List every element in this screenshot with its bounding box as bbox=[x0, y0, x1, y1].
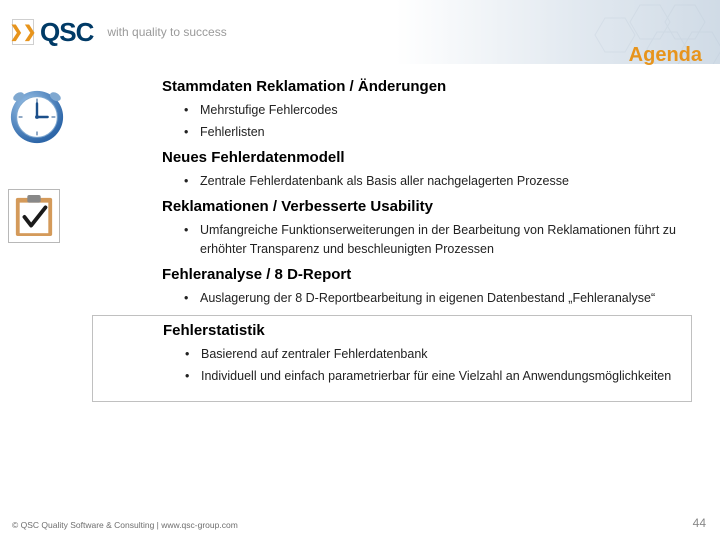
section-title-3: Fehleranalyse / 8 D-Report bbox=[162, 266, 692, 283]
clock-icon bbox=[8, 88, 66, 146]
tagline: with quality to success bbox=[107, 25, 226, 39]
list-item: Fehlerlisten bbox=[184, 123, 692, 141]
agenda-title: Agenda bbox=[629, 44, 702, 67]
section-bullets-3: Auslagerung der 8 D-Reportbearbeitung in… bbox=[184, 289, 692, 307]
list-item: Umfangreiche Funktionserweiterungen in d… bbox=[184, 221, 692, 257]
checklist-icon bbox=[8, 189, 60, 243]
section-title-1: Neues Fehlerdatenmodell bbox=[162, 149, 692, 166]
copyright: © QSC Quality Software & Consulting | ww… bbox=[12, 520, 238, 530]
list-item: Basierend auf zentraler Fehlerdatenbank bbox=[185, 345, 683, 363]
section-bullets-1: Zentrale Fehlerdatenbank als Basis aller… bbox=[184, 172, 692, 190]
section-title-4: Fehlerstatistik bbox=[163, 322, 683, 339]
highlight-box: Fehlerstatistik Basierend auf zentraler … bbox=[92, 315, 692, 402]
section-bullets-2: Umfangreiche Funktionserweiterungen in d… bbox=[184, 221, 692, 257]
logo-text: QSC bbox=[40, 17, 93, 48]
list-item: Individuell und einfach parametrierbar f… bbox=[185, 367, 683, 385]
list-item: Zentrale Fehlerdatenbank als Basis aller… bbox=[184, 172, 692, 190]
section-bullets-0: Mehrstufige Fehlercodes Fehlerlisten bbox=[184, 101, 692, 141]
icon-column bbox=[8, 78, 68, 243]
slide-footer: © QSC Quality Software & Consulting | ww… bbox=[12, 516, 706, 530]
logo: ❯❯ QSC bbox=[12, 17, 93, 48]
list-item: Mehrstufige Fehlercodes bbox=[184, 101, 692, 119]
section-bullets-4: Basierend auf zentraler Fehlerdatenbank … bbox=[185, 345, 683, 385]
page-number: 44 bbox=[693, 516, 706, 530]
logo-chevrons-icon: ❯❯ bbox=[12, 19, 34, 45]
section-title-2: Reklamationen / Verbesserte Usability bbox=[162, 198, 692, 215]
slide-header: ❯❯ QSC with quality to success bbox=[0, 0, 720, 64]
sections: Stammdaten Reklamation / Änderungen Mehr… bbox=[162, 78, 696, 402]
section-title-0: Stammdaten Reklamation / Änderungen bbox=[162, 78, 692, 95]
slide-content: Stammdaten Reklamation / Änderungen Mehr… bbox=[0, 78, 720, 402]
list-item: Auslagerung der 8 D-Reportbearbeitung in… bbox=[184, 289, 692, 307]
